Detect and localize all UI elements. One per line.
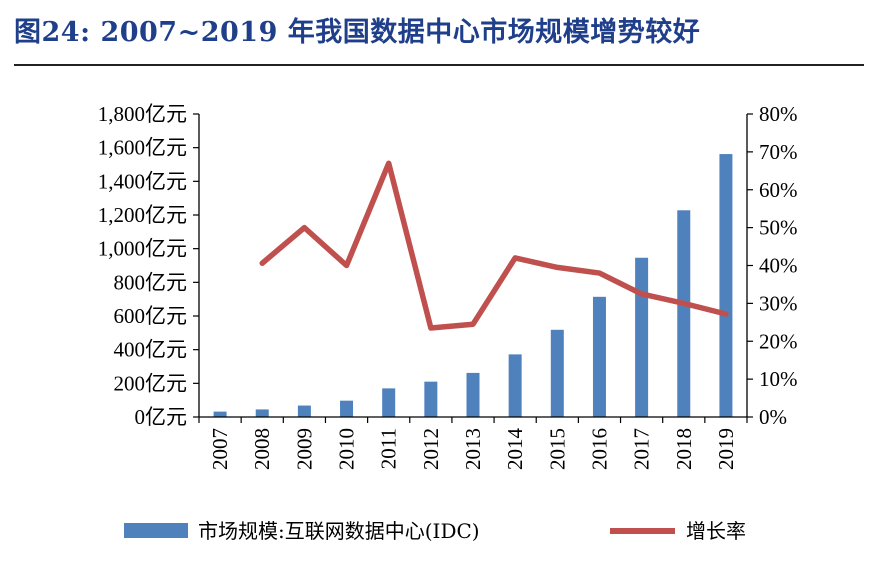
left-tick-label: 1,600亿元: [98, 136, 187, 160]
bar: [340, 400, 354, 417]
growth-rate-line: [259, 160, 729, 331]
right-tick-label: 80%: [759, 102, 798, 126]
bar: [424, 381, 438, 417]
bar: [677, 210, 691, 417]
bar: [382, 388, 396, 417]
bar: [550, 329, 564, 417]
bar: [635, 257, 649, 417]
x-tick-label: 2018: [672, 428, 696, 470]
x-axis-labels: 2007 2008 2009 2010 2011 2012 2013 2014 2015 2016…: [208, 428, 738, 471]
x-tick-label: 2014: [503, 428, 527, 471]
x-tick-label: 2016: [587, 428, 611, 470]
right-tick-label: 70%: [759, 140, 798, 164]
legend: 市场规模:互联网数据中心(IDC) 增长率: [124, 519, 746, 543]
x-tick-label: 2011: [377, 428, 401, 469]
x-tick-label: 2009: [292, 428, 316, 470]
x-tick-label: 2008: [250, 428, 274, 470]
x-tick-label: 2010: [335, 428, 359, 470]
left-axis-labels: 0亿元 200亿元 400亿元 600亿元 800亿元 1,000亿元 1,200亿元 1,4…: [98, 102, 187, 429]
bar: [719, 154, 733, 417]
right-tick-label: 20%: [759, 329, 798, 353]
left-tick-label: 1,400亿元: [98, 169, 187, 193]
bar: [255, 409, 269, 417]
bar-series: [213, 154, 733, 417]
line-series: [259, 160, 729, 331]
left-tick-label: 400亿元: [114, 338, 188, 362]
legend-label-bar: 市场规模:互联网数据中心(IDC): [198, 519, 480, 543]
x-tick-label: 2019: [714, 428, 738, 470]
axes: [193, 113, 753, 423]
x-tick-label: 2013: [461, 428, 485, 470]
left-tick-label: 1,000亿元: [98, 237, 187, 261]
figure-title: 图24: 2007~2019 年我国数据中心市场规模增势较好: [14, 17, 701, 48]
bar: [466, 372, 480, 417]
right-tick-label: 40%: [759, 254, 798, 278]
left-tick-label: 1,800亿元: [98, 102, 187, 126]
x-tick-label: 2012: [419, 428, 443, 470]
bar: [508, 354, 522, 417]
left-tick-label: 200亿元: [114, 371, 188, 395]
bar: [213, 411, 227, 417]
right-tick-label: 30%: [759, 291, 798, 315]
left-tick-label: 1,200亿元: [98, 203, 187, 227]
left-tick-label: 0亿元: [135, 405, 188, 429]
left-tick-label: 600亿元: [114, 304, 188, 328]
title-rule: [14, 64, 864, 66]
right-tick-label: 0%: [759, 405, 787, 429]
x-tick-label: 2015: [545, 428, 569, 470]
legend-swatch-bar: [124, 523, 188, 538]
right-tick-label: 10%: [759, 367, 798, 391]
x-tick-label: 2007: [208, 428, 232, 470]
bar: [592, 296, 606, 417]
right-tick-label: 50%: [759, 216, 798, 240]
left-tick-label: 800亿元: [114, 270, 188, 294]
right-axis-labels: 0% 10% 20% 30% 40% 50% 60% 70% 80%: [759, 102, 798, 429]
legend-label-line: 增长率: [686, 519, 746, 543]
right-tick-label: 60%: [759, 178, 798, 202]
x-tick-label: 2017: [630, 428, 654, 470]
bar: [297, 405, 311, 417]
